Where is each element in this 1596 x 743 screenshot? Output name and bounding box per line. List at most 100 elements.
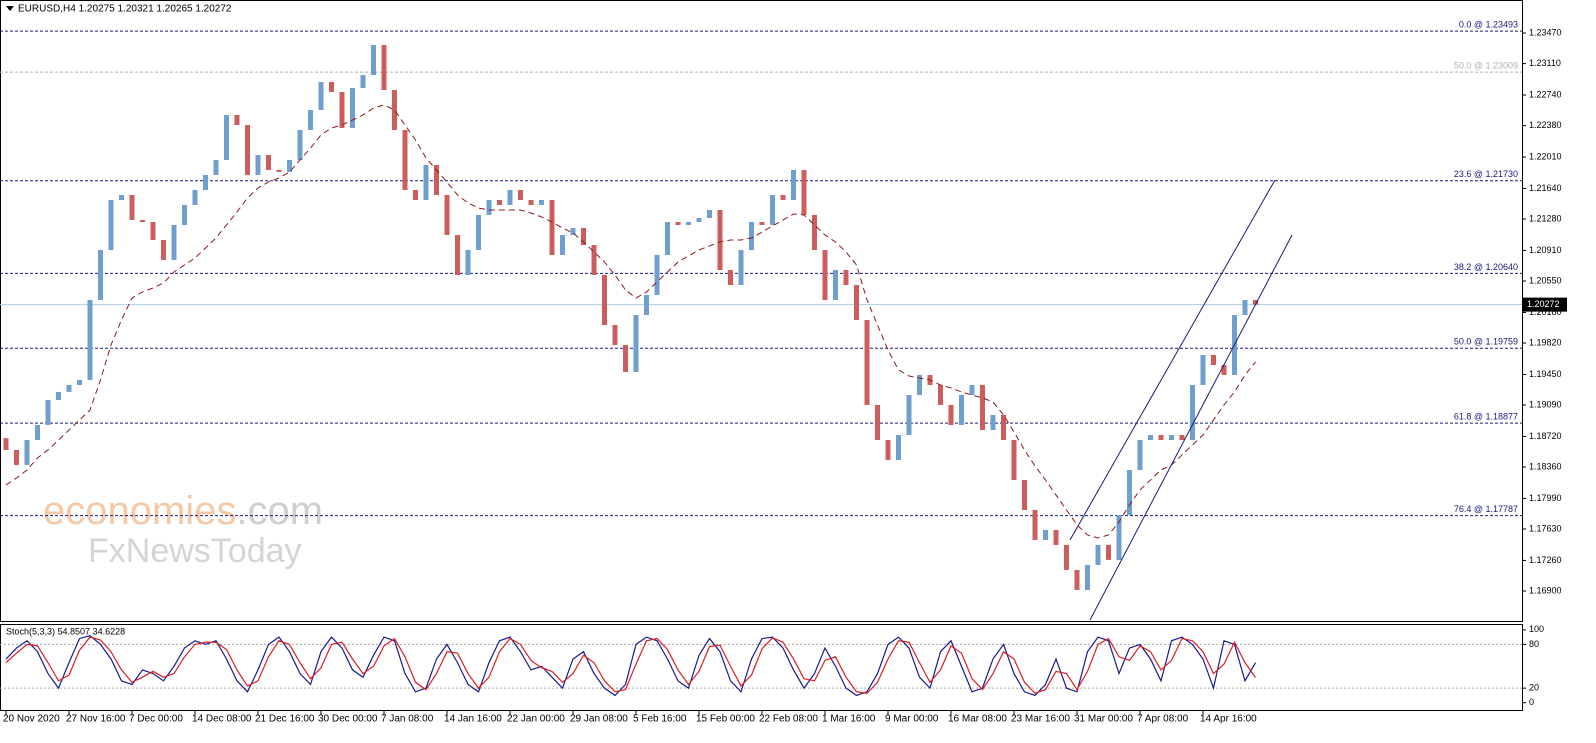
candle [1085, 564, 1090, 590]
candle [885, 440, 891, 460]
y-tick-label: 1.21640 [1529, 183, 1562, 193]
candle [413, 189, 418, 201]
candle [1095, 544, 1101, 565]
candle [24, 440, 30, 465]
candle [171, 224, 177, 260]
candle [182, 205, 187, 225]
y-tick-label: 1.19090 [1529, 399, 1562, 409]
candle [434, 165, 439, 195]
candle [980, 384, 985, 430]
candle [45, 400, 51, 425]
y-tick-label: 1.18720 [1529, 431, 1562, 441]
candle [539, 200, 544, 206]
candle [318, 81, 324, 110]
x-tick-label: 7 Dec 00:00 [129, 714, 183, 725]
fib-label: 0.0 @ 1.23493 [1459, 19, 1518, 29]
y-tick-label: 1.22380 [1529, 120, 1562, 130]
candle [969, 384, 975, 395]
x-tick-label: 16 Mar 08:00 [948, 714, 1007, 725]
candle [570, 228, 576, 235]
candle [423, 165, 429, 201]
x-tick-label: 20 Nov 2020 [3, 714, 60, 725]
watermark: economies.com [43, 489, 323, 533]
y-tick-label: 1.20550 [1529, 275, 1562, 285]
x-tick-label: 9 Mar 00:00 [885, 714, 939, 725]
y-tick-label: 1.17260 [1529, 555, 1562, 565]
candle [1221, 365, 1227, 375]
candle [129, 194, 135, 220]
candle [1148, 434, 1153, 441]
candle [812, 214, 817, 251]
x-tick-label: 21 Dec 16:00 [255, 714, 315, 725]
candle [602, 274, 607, 326]
candle [476, 214, 481, 251]
candle [213, 160, 219, 175]
candle [770, 194, 775, 225]
candle [486, 200, 492, 215]
y-tick-label: 80 [1529, 639, 1539, 649]
candle [255, 154, 261, 175]
candle [1074, 569, 1080, 590]
x-tick-label: 22 Feb 08:00 [759, 714, 818, 725]
candle [1116, 514, 1122, 560]
candle [791, 170, 796, 201]
candle [66, 384, 72, 392]
candle [497, 200, 502, 206]
x-tick-label: 31 Mar 00:00 [1074, 714, 1133, 725]
candle [1179, 434, 1185, 441]
candle [1043, 529, 1048, 540]
candle [854, 285, 859, 321]
candle [1169, 434, 1174, 441]
chart-title: EURUSD,H4 1.20275 1.20321 1.20265 1.2027… [18, 4, 232, 15]
candle [738, 250, 744, 286]
candle [1253, 299, 1258, 305]
candle [308, 109, 313, 131]
x-tick-label: 27 Nov 16:00 [66, 714, 126, 725]
candle [560, 234, 565, 255]
candle [675, 221, 681, 225]
y-tick-label: 1.19820 [1529, 337, 1562, 347]
candle [528, 200, 534, 206]
stoch-line [5, 634, 1257, 697]
y-tick-label: 1.20910 [1529, 245, 1562, 255]
candle [329, 81, 334, 92]
candle [1064, 544, 1069, 570]
candle [1200, 354, 1206, 385]
candle [402, 130, 408, 190]
candle [623, 344, 628, 372]
stoch-line [5, 636, 1256, 694]
menu-arrow[interactable] [6, 6, 14, 11]
candle [371, 45, 376, 75]
candle [35, 424, 40, 441]
candle [864, 320, 870, 405]
y-tick-label: 1.16900 [1529, 585, 1562, 595]
candle [119, 194, 124, 201]
candle [717, 210, 723, 270]
candle [906, 394, 912, 435]
x-tick-label: 14 Apr 16:00 [1200, 714, 1257, 725]
candle [686, 221, 691, 225]
candle [612, 325, 618, 345]
x-tick-label: 7 Jan 08:00 [381, 714, 434, 725]
fib-label: 23.6 @ 1.21730 [1454, 169, 1518, 179]
candle [465, 250, 471, 275]
candle [245, 125, 250, 175]
candle [507, 189, 513, 206]
candle [917, 374, 922, 395]
candle [381, 45, 387, 91]
candle [287, 160, 292, 172]
channel-line [1089, 234, 1293, 621]
y-tick-label: 1.20180 [1529, 307, 1562, 317]
candle [707, 210, 712, 219]
candle [161, 240, 166, 260]
moving-average [5, 104, 1256, 539]
current-price-box [1523, 297, 1567, 312]
candle [633, 314, 639, 372]
candle [87, 299, 93, 380]
fib-label: 50.0 @ 1.19759 [1454, 337, 1518, 347]
candle [1137, 440, 1143, 470]
candle [696, 218, 702, 222]
channel-line [1069, 179, 1276, 541]
candle [203, 174, 208, 190]
candle [56, 391, 61, 401]
